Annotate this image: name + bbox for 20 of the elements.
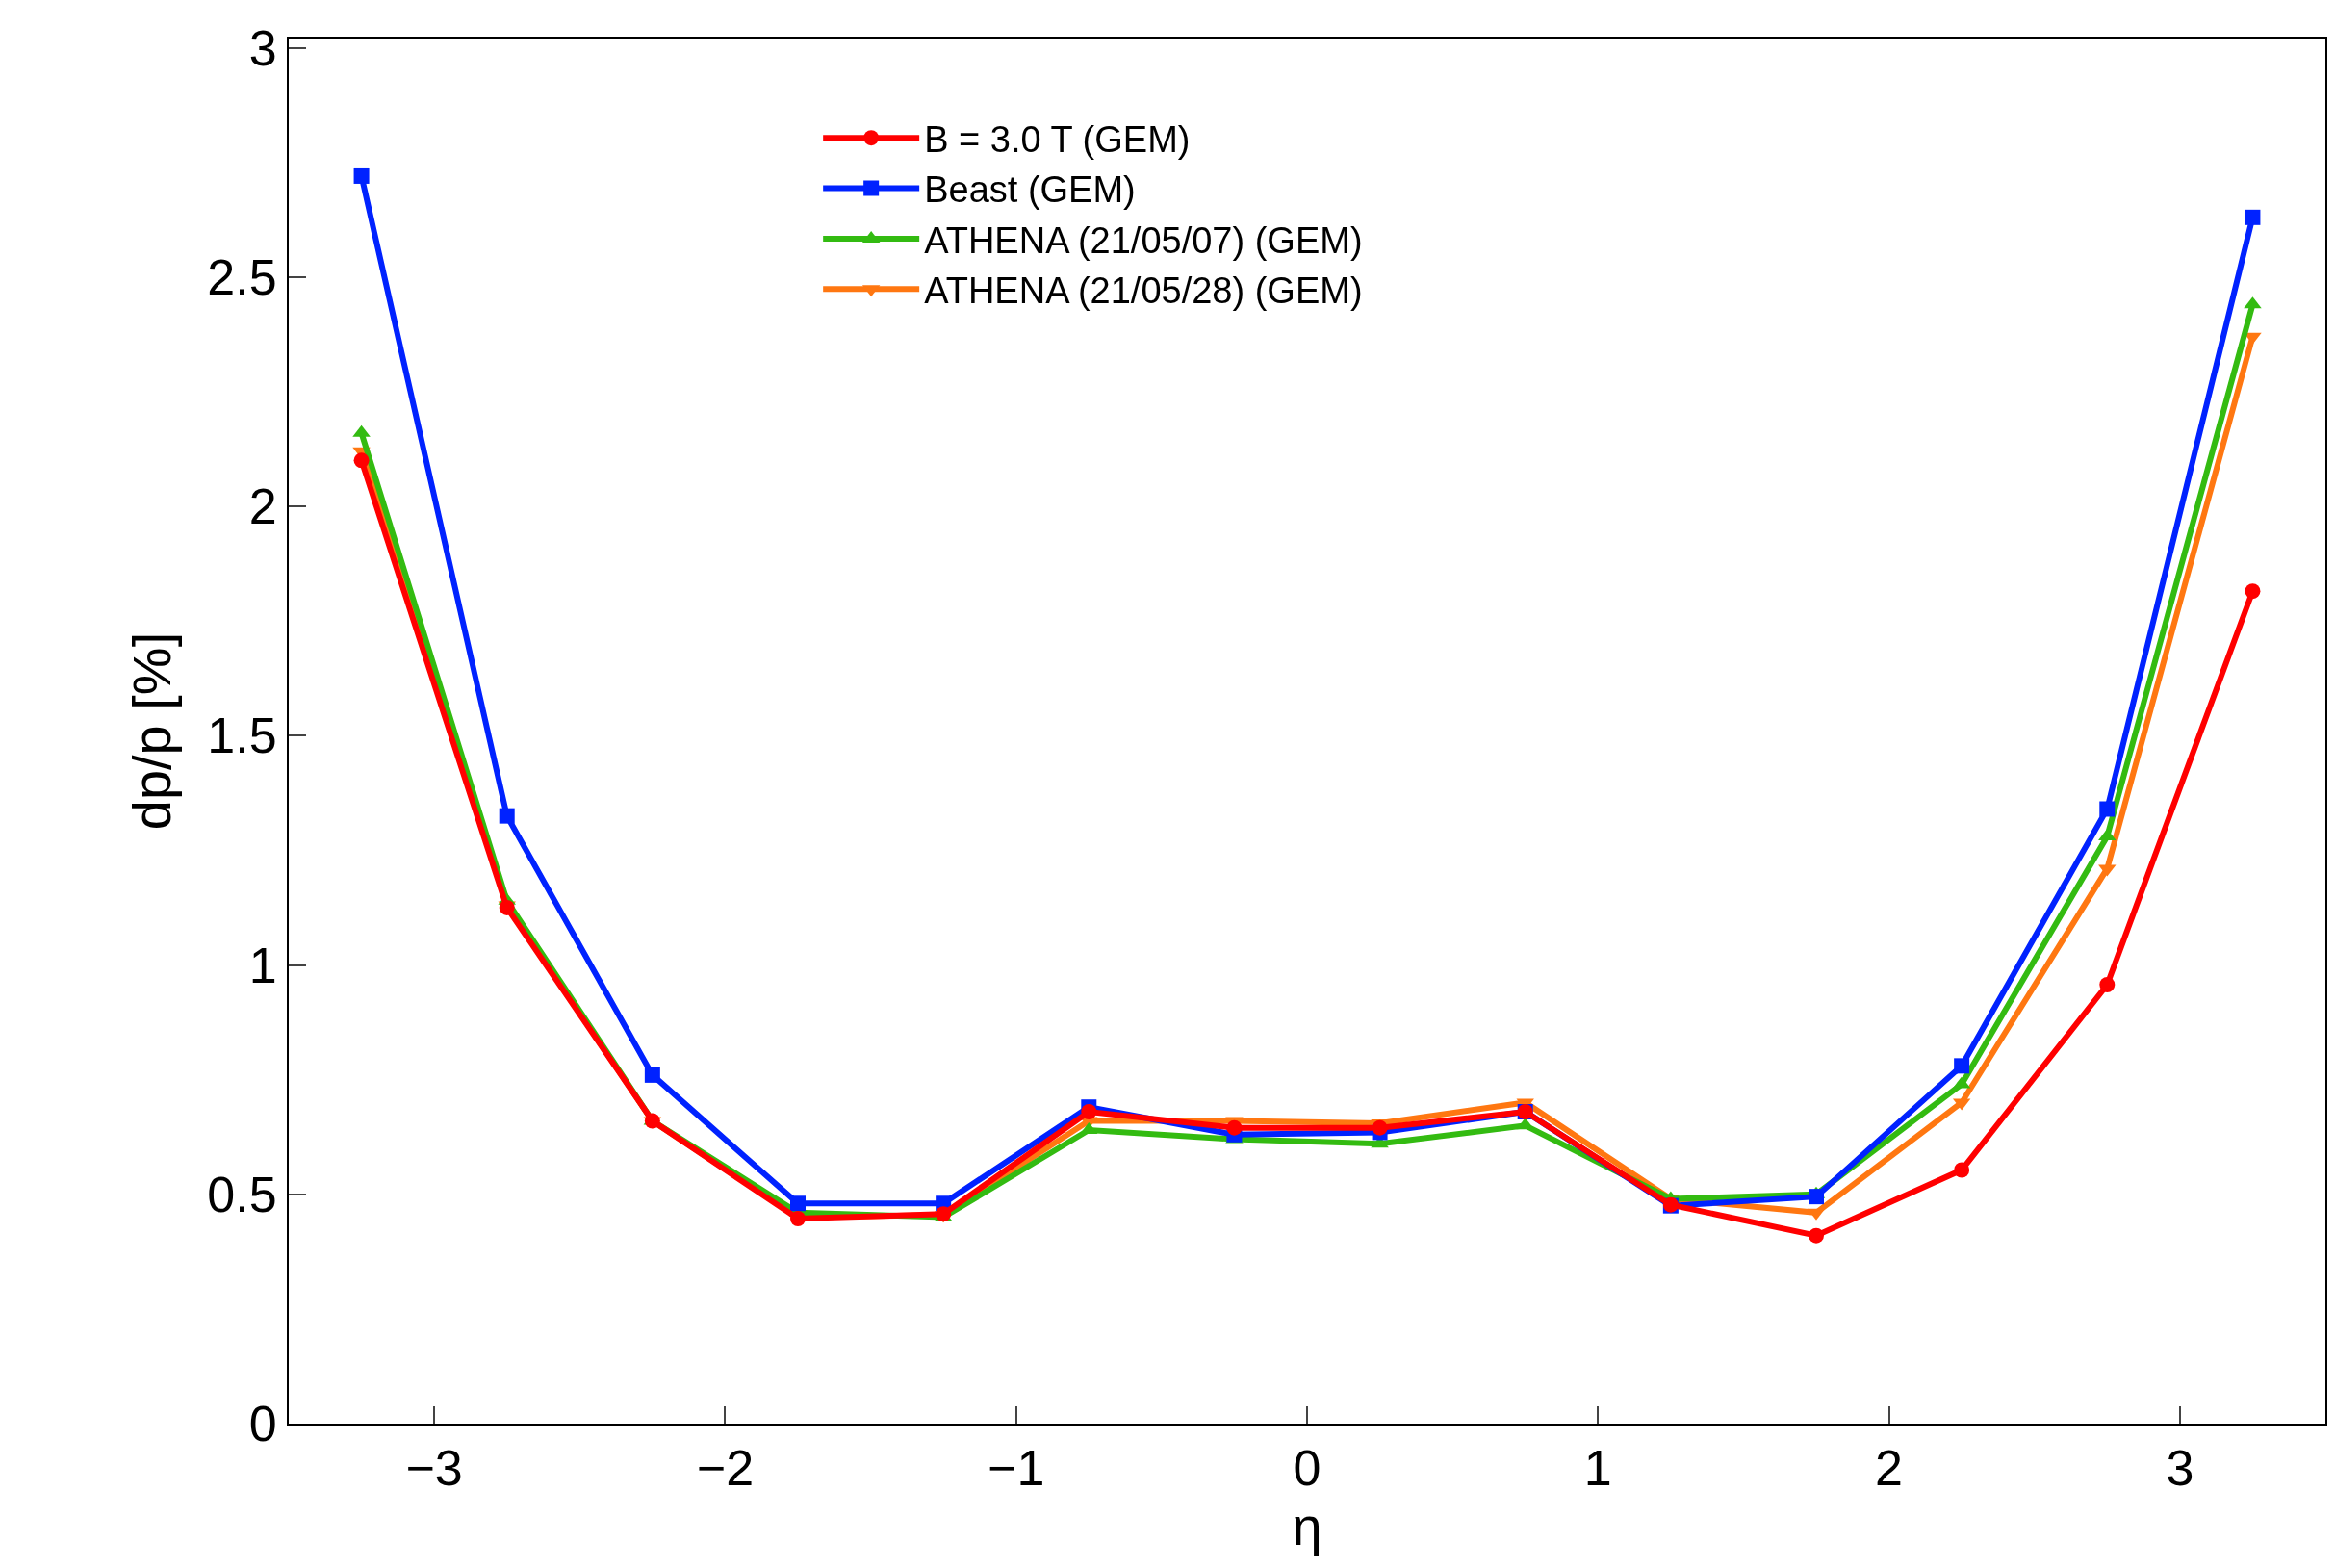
y-tick-label: 1.5 — [207, 707, 277, 764]
x-tick-label: 2 — [1875, 1440, 1904, 1497]
x-tick-label: 0 — [1293, 1440, 1321, 1497]
x-tick-label: 1 — [1583, 1440, 1612, 1497]
y-tick-label: 3 — [248, 19, 277, 76]
y-tick-label: 0 — [248, 1396, 277, 1452]
x-tick-label: −2 — [696, 1440, 755, 1497]
y-tick-label: 2 — [248, 478, 277, 535]
y-tick-label: 0.5 — [207, 1166, 277, 1222]
x-tick-label: 3 — [2166, 1440, 2194, 1497]
legend-label: Beast (GEM) — [924, 169, 1136, 211]
x-axis-title: η — [1292, 1496, 1322, 1557]
legend-label: ATHENA (21/05/28) (GEM) — [924, 270, 1363, 312]
legend-label: ATHENA (21/05/07) (GEM) — [924, 219, 1363, 261]
y-tick-label: 2.5 — [207, 248, 277, 305]
legend-label: B = 3.0 T (GEM) — [924, 118, 1191, 160]
x-tick-label: −1 — [988, 1440, 1045, 1497]
y-axis-title: dp/p [%] — [120, 631, 182, 831]
y-tick-label: 1 — [248, 937, 277, 993]
x-tick-label: −3 — [405, 1440, 463, 1497]
